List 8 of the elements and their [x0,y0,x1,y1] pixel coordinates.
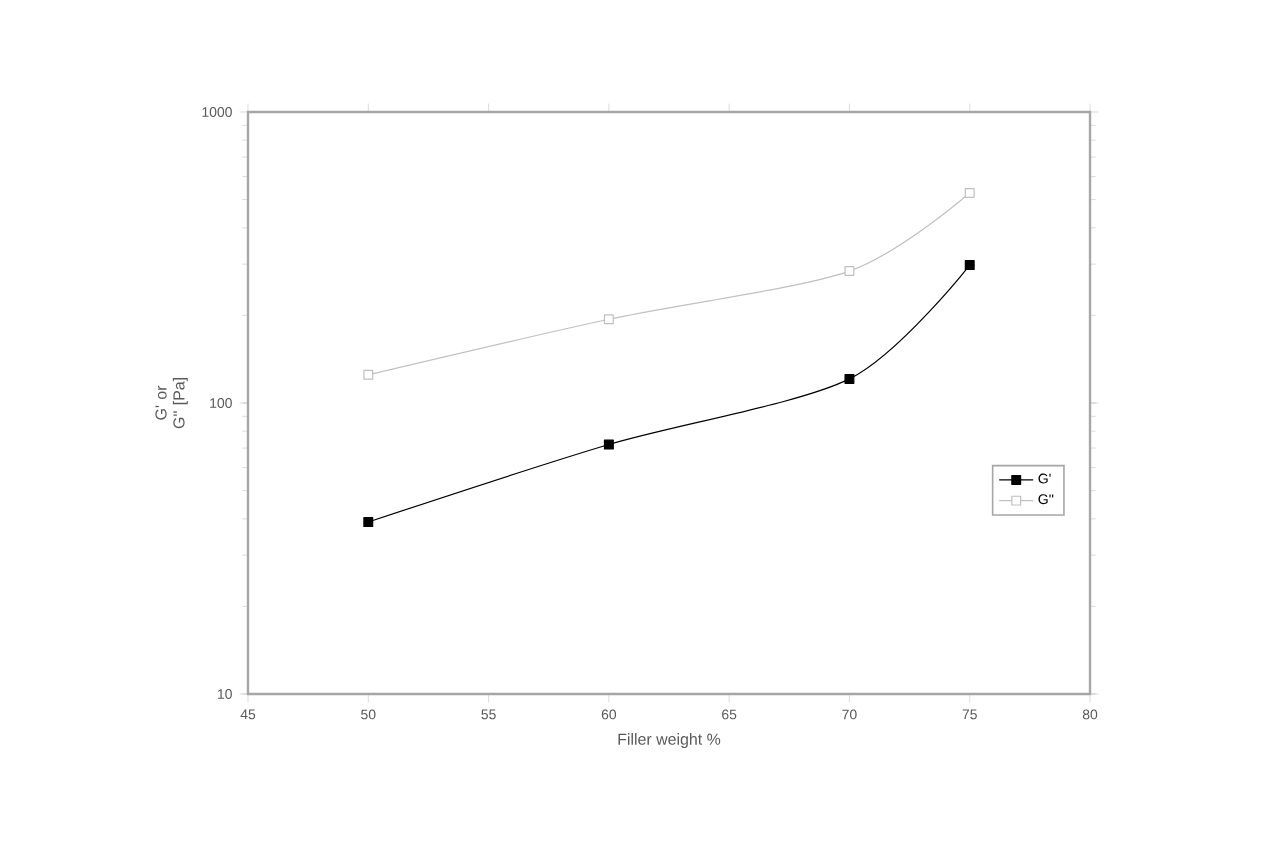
point [964,260,975,270]
point [964,187,975,198]
point [603,314,614,325]
point [363,517,374,527]
point [844,373,855,384]
point [844,266,855,277]
point [363,369,374,380]
point [603,439,614,450]
